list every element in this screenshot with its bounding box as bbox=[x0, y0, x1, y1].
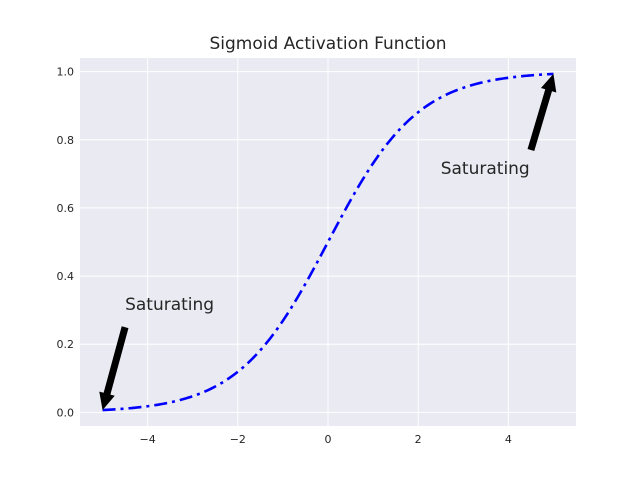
y-tick-label: 0.4 bbox=[57, 270, 75, 283]
y-tick-label: 0.0 bbox=[57, 406, 75, 419]
tick-labels: −4 −2 0 2 4 0.0 0.2 0.4 0.6 0.8 1.0 bbox=[57, 66, 512, 446]
x-tick-label: 4 bbox=[505, 433, 512, 446]
annotations-layer: Saturating Saturating bbox=[99, 73, 557, 411]
chart-title: Sigmoid Activation Function bbox=[209, 34, 446, 54]
x-tick-label: 2 bbox=[415, 433, 422, 446]
y-tick-label: 0.8 bbox=[57, 134, 75, 147]
sigmoid-series-line bbox=[102, 72, 554, 412]
series-layer bbox=[102, 72, 554, 412]
y-tick-label: 0.6 bbox=[57, 202, 75, 215]
annotation-text: Saturating bbox=[125, 295, 214, 315]
x-tick-label: −2 bbox=[230, 433, 246, 446]
annotation-arrow bbox=[527, 73, 557, 151]
x-tick-label: −4 bbox=[140, 433, 156, 446]
annotation-text: Saturating bbox=[441, 159, 530, 179]
y-tick-label: 1.0 bbox=[57, 66, 75, 79]
annotation-arrow bbox=[99, 326, 129, 411]
x-tick-label: 0 bbox=[325, 433, 332, 446]
y-tick-label: 0.2 bbox=[57, 338, 75, 351]
grid-lines bbox=[80, 58, 576, 426]
